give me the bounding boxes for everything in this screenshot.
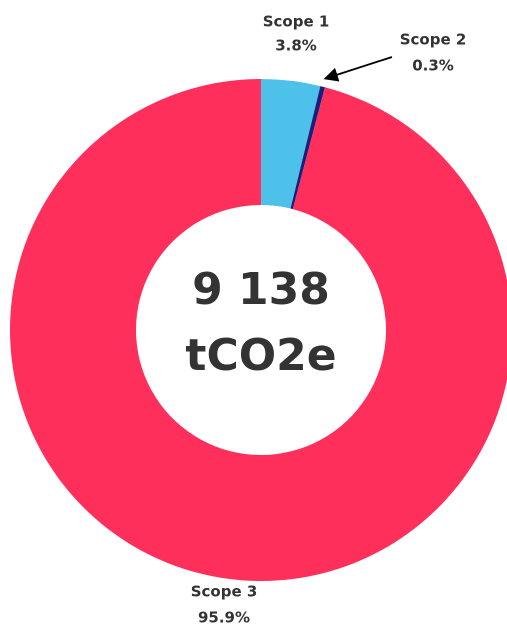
leader-arrow <box>323 56 393 82</box>
donut-slice <box>9 79 507 581</box>
slice-value-label: 0.3% <box>412 57 454 75</box>
donut <box>9 79 507 581</box>
center-text: 9 138 <box>192 264 330 315</box>
slice-label: Scope 1 <box>263 13 330 31</box>
slice-label: Scope 2 <box>400 31 467 49</box>
slice-label: Scope 3 <box>191 583 258 601</box>
slice-value-label: 3.8% <box>275 37 317 55</box>
donut-slice <box>261 79 321 209</box>
center-text: tCO2e <box>185 330 336 381</box>
slice-value-label: 95.9% <box>198 609 250 627</box>
donut-slice <box>290 86 325 210</box>
